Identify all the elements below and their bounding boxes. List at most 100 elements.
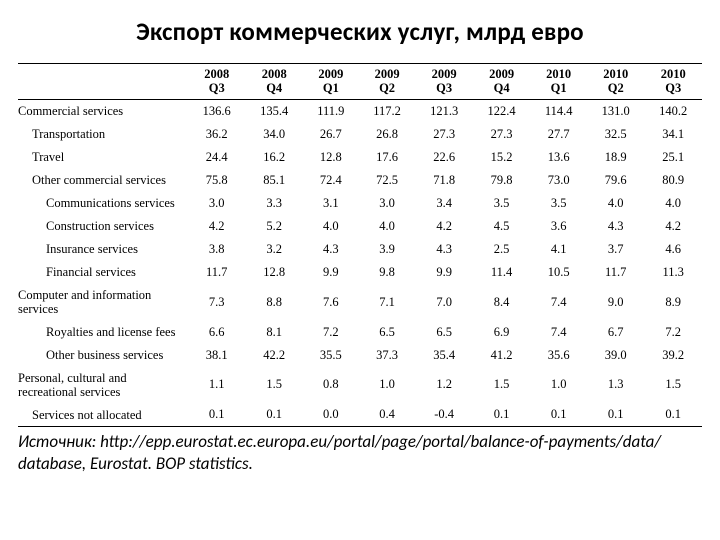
cell-value: 1.0 (530, 367, 587, 404)
cell-value: 32.5 (587, 123, 644, 146)
cell-value: 3.2 (245, 238, 302, 261)
cell-value: 11.7 (587, 261, 644, 284)
cell-value: 37.3 (359, 344, 416, 367)
row-label: Construction services (18, 215, 188, 238)
cell-value: 3.1 (303, 192, 359, 215)
table-row: Financial services11.712.89.99.89.911.41… (18, 261, 702, 284)
row-label: Royalties and license fees (18, 321, 188, 344)
cell-value: 11.3 (644, 261, 702, 284)
cell-value: 8.9 (644, 284, 702, 321)
column-quarter: Q4 (476, 81, 527, 95)
table-row: Travel24.416.212.817.622.615.213.618.925… (18, 146, 702, 169)
cell-value: 8.8 (245, 284, 302, 321)
cell-value: 4.2 (415, 215, 472, 238)
table-row: Personal, cultural and recreational serv… (18, 367, 702, 404)
cell-value: 35.6 (530, 344, 587, 367)
cell-value: 18.9 (587, 146, 644, 169)
cell-value: 0.1 (530, 403, 587, 427)
cell-value: 0.4 (359, 403, 416, 427)
column-header: 2009Q3 (415, 64, 472, 100)
column-header: 2008Q3 (188, 64, 245, 100)
column-quarter: Q2 (590, 81, 641, 95)
table-row: Other business services38.142.235.537.33… (18, 344, 702, 367)
cell-value: 6.5 (359, 321, 416, 344)
data-table: 2008Q32008Q42009Q12009Q22009Q32009Q42010… (18, 63, 702, 427)
cell-value: 4.2 (644, 215, 702, 238)
column-year: 2010 (647, 67, 699, 81)
table-row: Royalties and license fees6.68.17.26.56.… (18, 321, 702, 344)
cell-value: 140.2 (644, 99, 702, 123)
cell-value: 1.5 (245, 367, 302, 404)
column-quarter: Q3 (647, 81, 699, 95)
table-body: Commercial services136.6135.4111.9117.21… (18, 99, 702, 427)
cell-value: 3.9 (359, 238, 416, 261)
cell-value: 1.3 (587, 367, 644, 404)
table-row: Commercial services136.6135.4111.9117.21… (18, 99, 702, 123)
cell-value: 3.6 (530, 215, 587, 238)
cell-value: 0.1 (644, 403, 702, 427)
cell-value: 27.3 (473, 123, 530, 146)
cell-value: 24.4 (188, 146, 245, 169)
cell-value: -0.4 (415, 403, 472, 427)
column-header: 2008Q4 (245, 64, 302, 100)
cell-value: 0.1 (245, 403, 302, 427)
column-year: 2008 (248, 67, 299, 81)
table-header: 2008Q32008Q42009Q12009Q22009Q32009Q42010… (18, 64, 702, 100)
column-header: 2009Q1 (303, 64, 359, 100)
cell-value: 39.0 (587, 344, 644, 367)
cell-value: 4.0 (359, 215, 416, 238)
cell-value: 6.9 (473, 321, 530, 344)
cell-value: 1.0 (359, 367, 416, 404)
cell-value: 4.0 (644, 192, 702, 215)
table-row: Construction services4.25.24.04.04.24.53… (18, 215, 702, 238)
column-header: 2010Q3 (644, 64, 702, 100)
cell-value: 131.0 (587, 99, 644, 123)
cell-value: 11.4 (473, 261, 530, 284)
cell-value: 117.2 (359, 99, 416, 123)
row-label: Transportation (18, 123, 188, 146)
cell-value: 9.9 (415, 261, 472, 284)
cell-value: 85.1 (245, 169, 302, 192)
cell-value: 3.4 (415, 192, 472, 215)
cell-value: 71.8 (415, 169, 472, 192)
cell-value: 3.8 (188, 238, 245, 261)
cell-value: 4.0 (587, 192, 644, 215)
page-title: Экспорт коммерческих услуг, млрд евро (18, 16, 702, 47)
cell-value: 72.4 (303, 169, 359, 192)
table-row: Services not allocated0.10.10.00.4-0.40.… (18, 403, 702, 427)
cell-value: 5.2 (245, 215, 302, 238)
cell-value: 4.3 (303, 238, 359, 261)
cell-value: 4.2 (188, 215, 245, 238)
cell-value: 12.8 (303, 146, 359, 169)
cell-value: 13.6 (530, 146, 587, 169)
cell-value: 11.7 (188, 261, 245, 284)
cell-value: 15.2 (473, 146, 530, 169)
cell-value: 8.4 (473, 284, 530, 321)
row-label: Personal, cultural and recreational serv… (18, 367, 188, 404)
cell-value: 4.1 (530, 238, 587, 261)
cell-value: 79.8 (473, 169, 530, 192)
cell-value: 122.4 (473, 99, 530, 123)
cell-value: 27.7 (530, 123, 587, 146)
column-quarter: Q4 (248, 81, 299, 95)
cell-value: 27.3 (415, 123, 472, 146)
cell-value: 135.4 (245, 99, 302, 123)
table-row: Other commercial services75.885.172.472.… (18, 169, 702, 192)
cell-value: 136.6 (188, 99, 245, 123)
row-label: Travel (18, 146, 188, 169)
cell-value: 26.7 (303, 123, 359, 146)
cell-value: 111.9 (303, 99, 359, 123)
cell-value: 12.8 (245, 261, 302, 284)
cell-value: 4.5 (473, 215, 530, 238)
column-year: 2009 (476, 67, 527, 81)
table-row: Communications services3.03.33.13.03.43.… (18, 192, 702, 215)
column-header: 2010Q1 (530, 64, 587, 100)
cell-value: 7.1 (359, 284, 416, 321)
cell-value: 6.7 (587, 321, 644, 344)
cell-value: 1.2 (415, 367, 472, 404)
cell-value: 79.6 (587, 169, 644, 192)
cell-value: 9.8 (359, 261, 416, 284)
cell-value: 3.3 (245, 192, 302, 215)
row-label: Services not allocated (18, 403, 188, 427)
cell-value: 38.1 (188, 344, 245, 367)
